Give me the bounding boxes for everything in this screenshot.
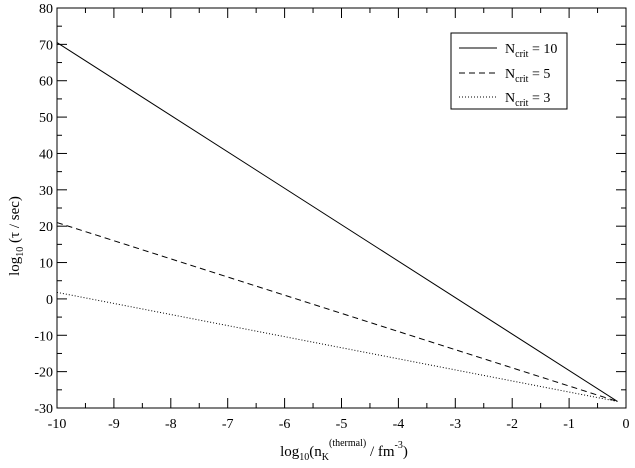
legend-n10-name: N bbox=[505, 42, 515, 57]
x-tick-label: -10 bbox=[48, 417, 67, 432]
legend-n5-sub: crit bbox=[515, 74, 529, 85]
x-tick-label: -2 bbox=[506, 417, 518, 432]
x-tick-label: -8 bbox=[165, 417, 177, 432]
y-tick-label: 30 bbox=[39, 184, 53, 199]
x-tick-label: -5 bbox=[336, 417, 348, 432]
x-axis-label-tail: / fm bbox=[366, 444, 395, 460]
x-axis-label-sup: -3 bbox=[395, 440, 403, 451]
legend-entry-n5: Ncrit = 5 bbox=[505, 67, 550, 85]
legend: Ncrit = 10 Ncrit = 5 Ncrit = 3 bbox=[450, 32, 568, 110]
axis-ticks: -10 -9 -8 -7 -6 -5 -4 -3 -2 -1 0-30-20-10010203040… bbox=[34, 2, 629, 432]
x-axis-label: log10(nK (thermal) / fm-3) bbox=[280, 438, 408, 463]
y-tick-label: 10 bbox=[39, 257, 53, 272]
y-axis-label-tail: (τ / sec) bbox=[7, 196, 23, 247]
x-tick-label: -6 bbox=[279, 417, 291, 432]
legend-n10-tail: = 10 bbox=[528, 42, 557, 57]
x-tick-label: -9 bbox=[108, 417, 120, 432]
series-line-2 bbox=[56, 291, 618, 402]
x-tick-label: 0 bbox=[623, 417, 630, 432]
series-lines bbox=[56, 42, 618, 402]
y-tick-label: 80 bbox=[39, 2, 53, 17]
y-tick-label: 0 bbox=[46, 293, 53, 308]
x-tick-label: -3 bbox=[449, 417, 461, 432]
y-tick-label: 20 bbox=[39, 220, 53, 235]
y-axis-label-prefix: log bbox=[7, 256, 23, 276]
y-axis-label: log10 (τ / sec) bbox=[7, 196, 26, 276]
y-tick-label: 40 bbox=[39, 147, 53, 162]
legend-box bbox=[450, 32, 568, 110]
legend-entry-n10: Ncrit = 10 bbox=[505, 42, 557, 60]
x-axis-label-end: ) bbox=[403, 444, 408, 460]
legend-n3-tail: = 3 bbox=[528, 91, 550, 106]
y-tick-label: -30 bbox=[34, 402, 53, 417]
y-tick-label: -10 bbox=[34, 329, 53, 344]
x-axis-label-mid: (n bbox=[309, 444, 322, 460]
legend-entry-n3: Ncrit = 3 bbox=[505, 91, 550, 109]
series-line-1 bbox=[56, 222, 618, 402]
y-tick-label: 50 bbox=[39, 111, 53, 126]
y-tick-label: -20 bbox=[34, 366, 53, 381]
legend-n10-sub: crit bbox=[515, 49, 529, 60]
legend-n5-tail: = 5 bbox=[528, 67, 550, 82]
x-axis-label-prefix: log bbox=[280, 444, 300, 460]
x-axis-label-sub2: K bbox=[322, 452, 330, 463]
y-axis-label-sub: 10 bbox=[15, 247, 26, 257]
series-line-0 bbox=[56, 42, 618, 402]
y-tick-label: 70 bbox=[39, 38, 53, 53]
legend-n3-name: N bbox=[505, 91, 515, 106]
legend-n5-name: N bbox=[505, 67, 515, 82]
x-axis-label-sub: 10 bbox=[299, 452, 309, 463]
x-tick-label: -1 bbox=[563, 417, 575, 432]
x-axis-label-sup2: (thermal) bbox=[329, 438, 366, 449]
legend-n3-sub: crit bbox=[515, 98, 529, 109]
x-tick-label: -4 bbox=[393, 417, 405, 432]
y-tick-label: 60 bbox=[39, 75, 53, 90]
x-tick-label: -7 bbox=[222, 417, 234, 432]
